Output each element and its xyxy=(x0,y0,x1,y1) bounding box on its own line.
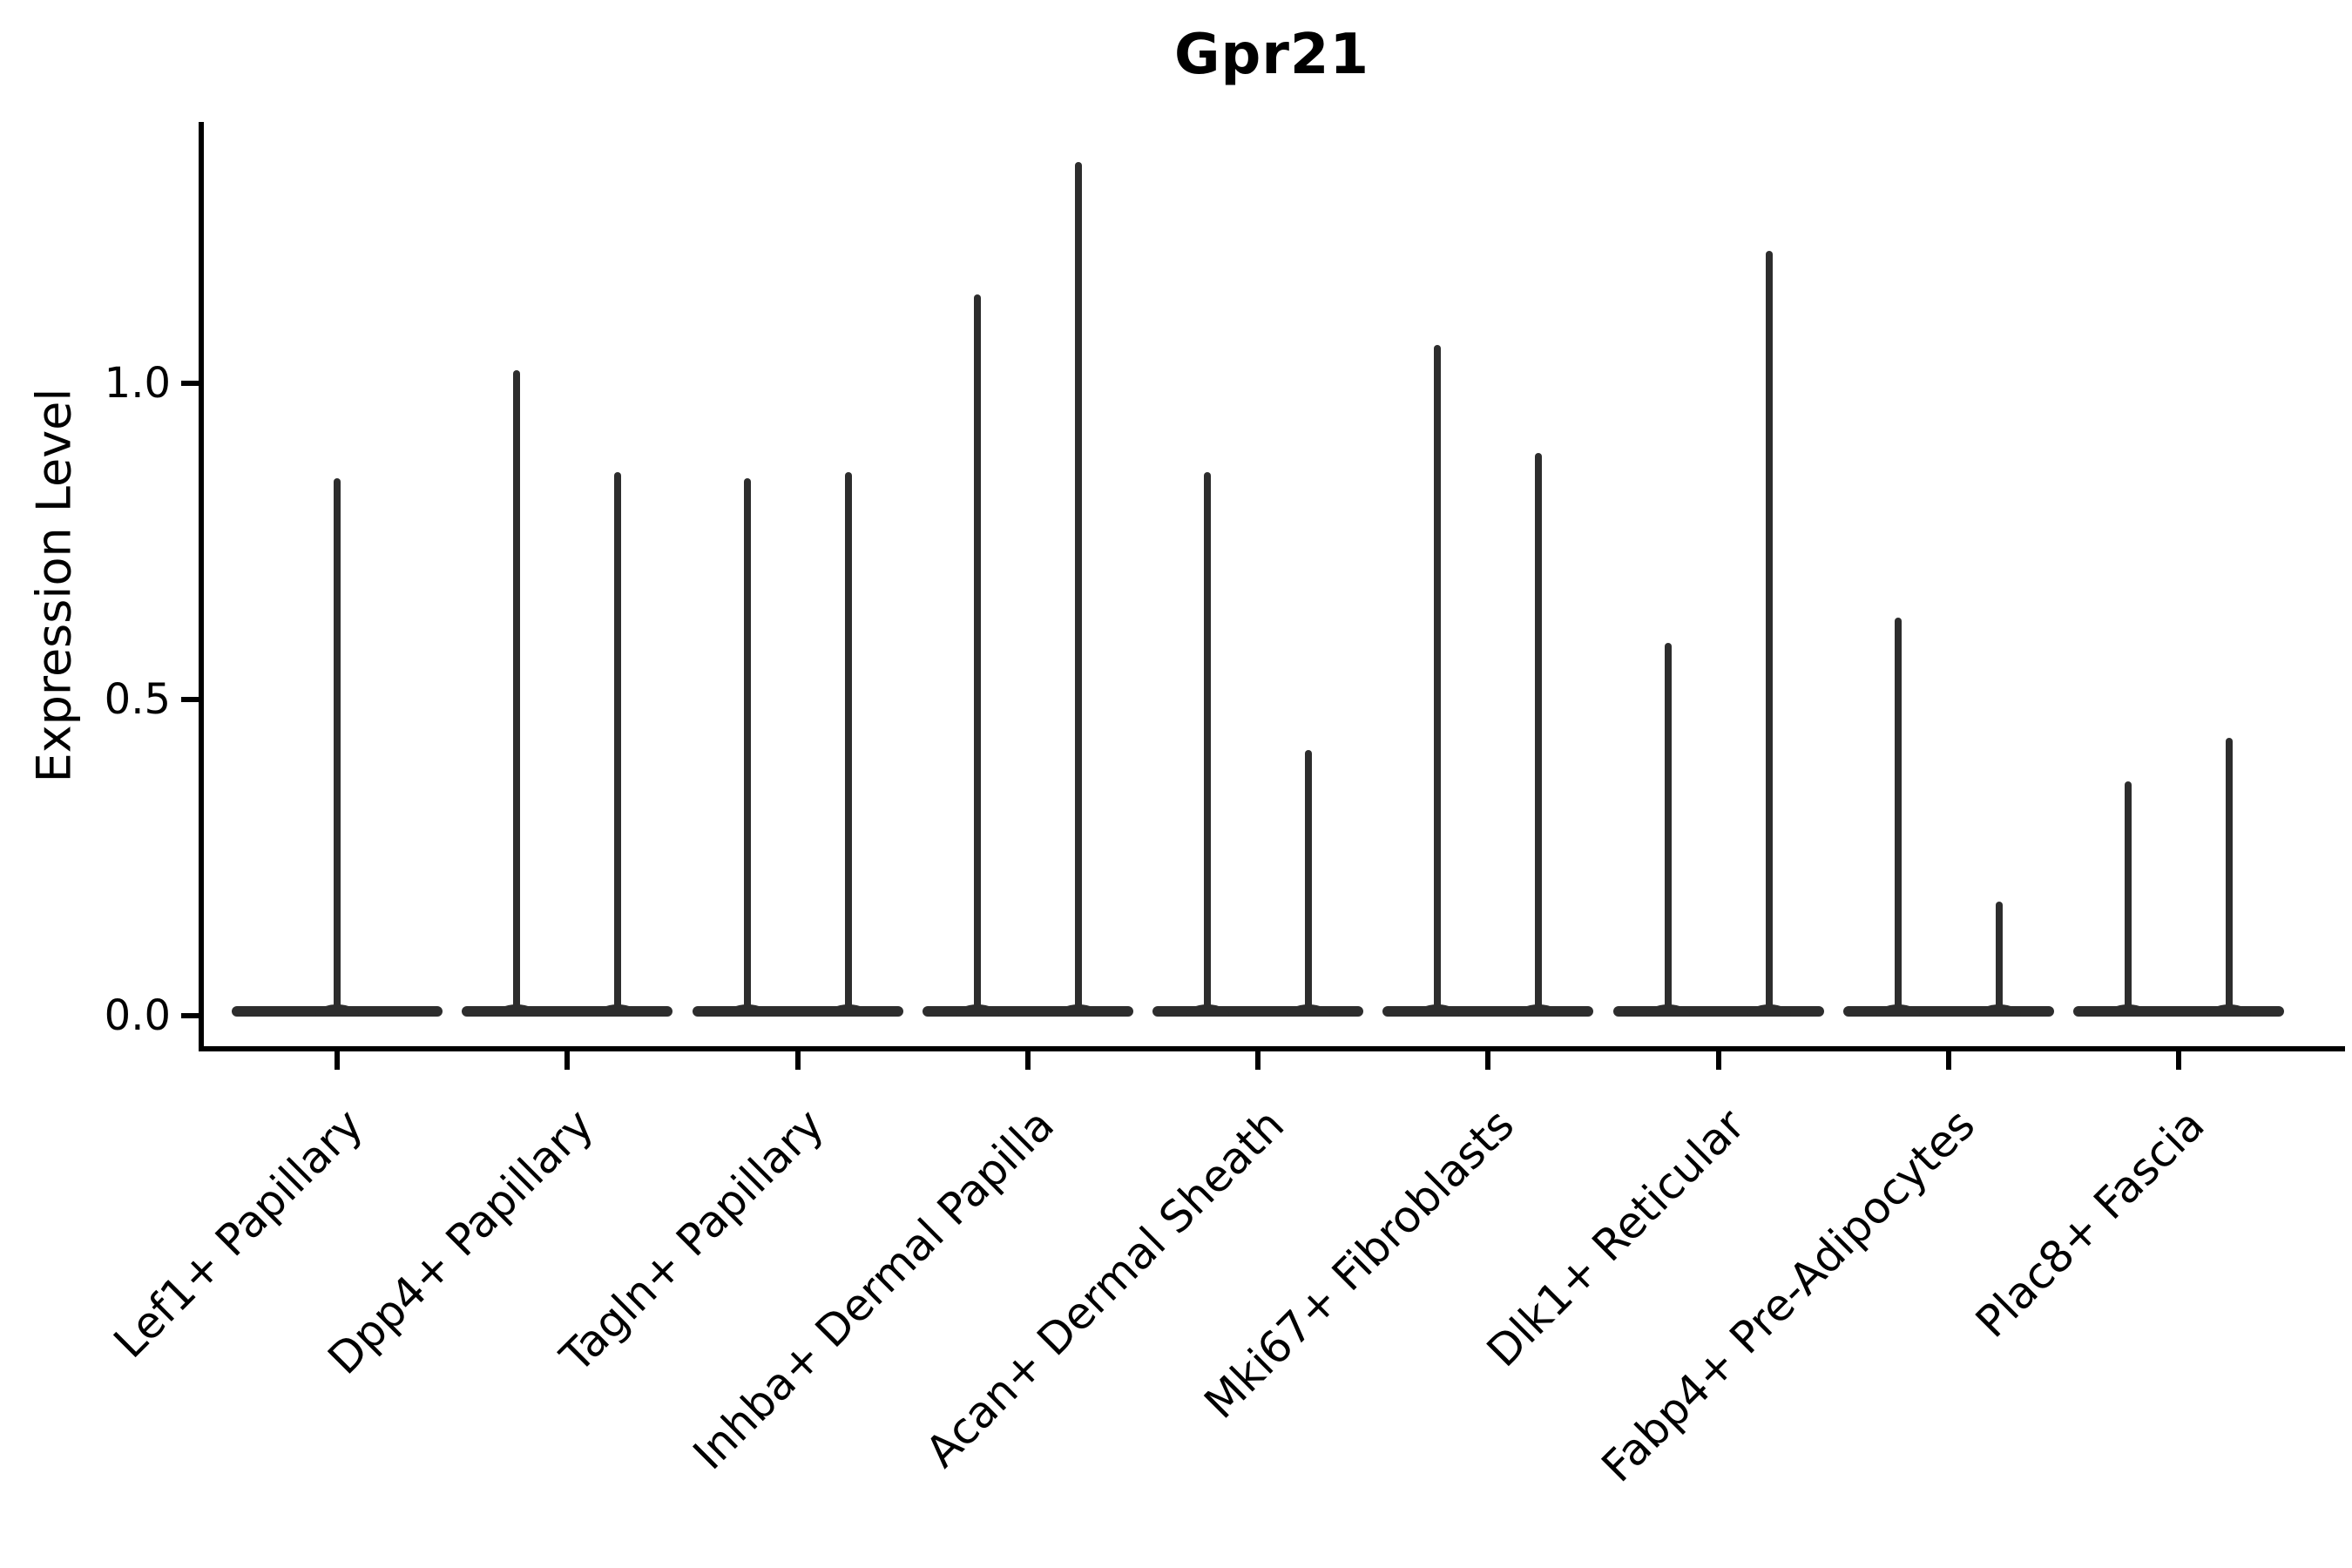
violin-spike xyxy=(1995,902,2003,1010)
x-tick-label: Lef1+ Papillary xyxy=(104,1099,374,1369)
violin-base xyxy=(1152,1006,1363,1017)
x-tick-mark xyxy=(564,1051,571,1070)
y-tick-mark xyxy=(181,697,200,702)
x-tick-mark xyxy=(1485,1051,1491,1070)
y-tick-label: 0.0 xyxy=(104,991,171,1040)
violin-spike xyxy=(973,294,981,1010)
x-tick-mark xyxy=(794,1051,801,1070)
violin-base xyxy=(922,1006,1133,1017)
violin-spike xyxy=(844,471,852,1010)
x-tick-mark xyxy=(1024,1051,1031,1070)
x-tick-mark xyxy=(1715,1051,1721,1070)
violin-spike xyxy=(513,370,521,1010)
violin-spike xyxy=(1305,750,1312,1010)
violin-spike xyxy=(1074,161,1082,1010)
y-tick-label: 1.0 xyxy=(104,359,171,408)
x-axis-line xyxy=(199,1046,2345,1051)
violin-spike xyxy=(334,477,341,1010)
violin-spike xyxy=(1894,617,1902,1010)
violin-base xyxy=(1842,1006,2054,1017)
violin-base xyxy=(462,1006,673,1017)
violin-base xyxy=(1612,1006,1824,1017)
violin-spike xyxy=(1664,642,1672,1010)
y-tick-mark xyxy=(181,381,200,386)
x-tick-mark xyxy=(1945,1051,1951,1070)
violin-spike xyxy=(1204,471,1211,1010)
x-tick-label: Fabp4+ Pre-Adipocytes xyxy=(1592,1099,1984,1492)
violin-spike xyxy=(2125,781,2132,1010)
violin-spike xyxy=(743,477,751,1010)
x-tick-mark xyxy=(335,1051,340,1070)
x-tick-label: Plac8+ Fascia xyxy=(1966,1099,2215,1348)
violin-base xyxy=(2073,1006,2284,1017)
violin-base xyxy=(1382,1006,1594,1017)
x-tick-mark xyxy=(2176,1051,2181,1070)
y-tick-mark xyxy=(181,1013,200,1018)
y-tick-label: 0.5 xyxy=(104,675,171,724)
violin-spike xyxy=(2226,737,2233,1010)
chart-title: Gpr21 xyxy=(1174,23,1369,87)
x-tick-mark xyxy=(1255,1051,1260,1070)
violin-spike xyxy=(1765,250,1773,1010)
violin-spike xyxy=(614,471,622,1010)
violin-base xyxy=(692,1006,903,1017)
violin-spike xyxy=(1535,452,1543,1010)
violin-spike xyxy=(1434,345,1442,1010)
y-axis-line xyxy=(199,122,204,1051)
